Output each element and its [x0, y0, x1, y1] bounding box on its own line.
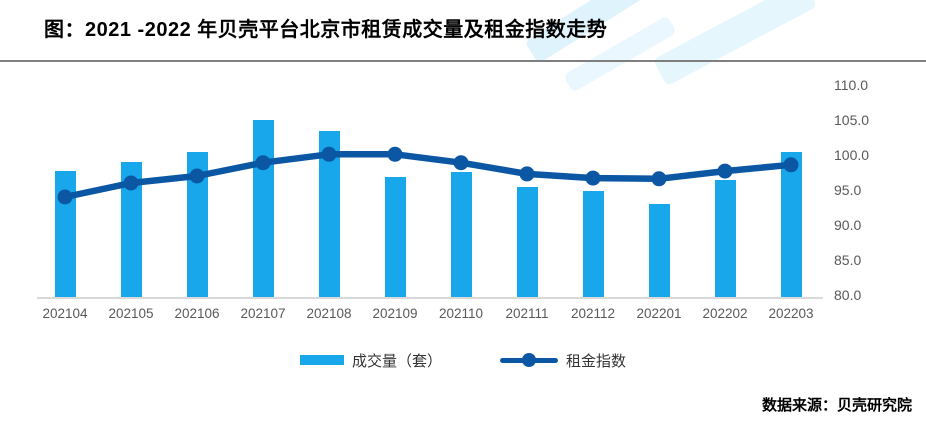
x-axis-tick-202111: 202111: [505, 306, 549, 321]
bar-202106: [186, 152, 208, 297]
x-axis-tick-202203: 202203: [768, 306, 814, 321]
rent-index-line: [61, 151, 795, 201]
bar-202201: [648, 204, 670, 297]
x-axis-tick-202108: 202108: [306, 306, 352, 321]
y-axis-tick-105.0: 105.0: [834, 112, 870, 128]
x-axis-tick-202104: 202104: [42, 306, 88, 321]
bar-202109: [384, 176, 406, 297]
rent-index-point-202109: [387, 146, 403, 162]
legend-item-rent-index: 租金指数: [500, 350, 626, 371]
legend-item-volume: 成交量（套）: [299, 350, 442, 371]
rent-index-point-202202: [717, 163, 733, 179]
rent-index-point-202105: [123, 175, 139, 191]
x-axis-tick-202112: 202112: [570, 306, 616, 321]
rent-index-point-202201: [651, 171, 667, 187]
x-axis-tick-202110: 202110: [438, 306, 484, 321]
legend: 成交量（套） 租金指数: [0, 348, 926, 372]
y-axis-tick-80.0: 80.0: [834, 287, 862, 303]
rent-index-point-202108: [321, 146, 337, 162]
rent-index-line-layer: [57, 146, 799, 205]
rent-index-point-202112: [585, 170, 601, 186]
x-axis-tick-202106: 202106: [174, 306, 220, 321]
x-axis-tick-202202: 202202: [702, 306, 748, 321]
x-axis-line: [37, 297, 823, 299]
rent-index-point-202203: [783, 157, 799, 173]
x-axis-tick-202105: 202105: [108, 306, 154, 321]
bar-202203: [780, 152, 802, 297]
line-swatch-marker: [522, 353, 536, 367]
bar-202112: [582, 190, 604, 297]
rent-index-point-202104: [57, 189, 73, 205]
y-axis-tick-95.0: 95.0: [834, 182, 862, 198]
data-source: 数据来源：贝壳研究院: [761, 397, 912, 414]
line-series-swatch: [500, 353, 558, 367]
bar-202108: [318, 130, 340, 297]
y-axis-tick-90.0: 90.0: [834, 217, 862, 233]
rent-index-point-202110: [453, 155, 469, 171]
bar-202104: [54, 171, 76, 297]
combo-chart: 110.0 105.0 100.0 95.0 90.0 85.0 80.0 202104 202…: [0, 60, 926, 335]
bar-202202: [714, 180, 736, 297]
chart-title: 图：2021 -2022 年贝壳平台北京市租赁成交量及租金指数走势: [44, 19, 608, 41]
legend-label: 租金指数: [566, 352, 627, 370]
y-axis-tick-110.0: 110.0: [834, 77, 868, 93]
title-divider: [0, 60, 926, 62]
y-axis-tick-85.0: 85.0: [834, 252, 862, 268]
x-axis-tick-202109: 202109: [372, 306, 418, 321]
legend-label: 成交量（套）: [351, 352, 442, 370]
x-axis-tick-202107: 202107: [240, 306, 286, 321]
bar-202105: [120, 162, 142, 297]
bar-202110: [450, 171, 472, 297]
bar-202111: [516, 187, 538, 297]
rent-index-point-202106: [189, 168, 205, 184]
x-axis-tick-202201: 202201: [636, 306, 682, 321]
rent-index-point-202111: [519, 166, 535, 182]
bar-series-swatch: [299, 355, 344, 365]
y-axis-tick-100.0: 100.0: [834, 147, 870, 163]
rent-index-point-202107: [255, 155, 271, 171]
